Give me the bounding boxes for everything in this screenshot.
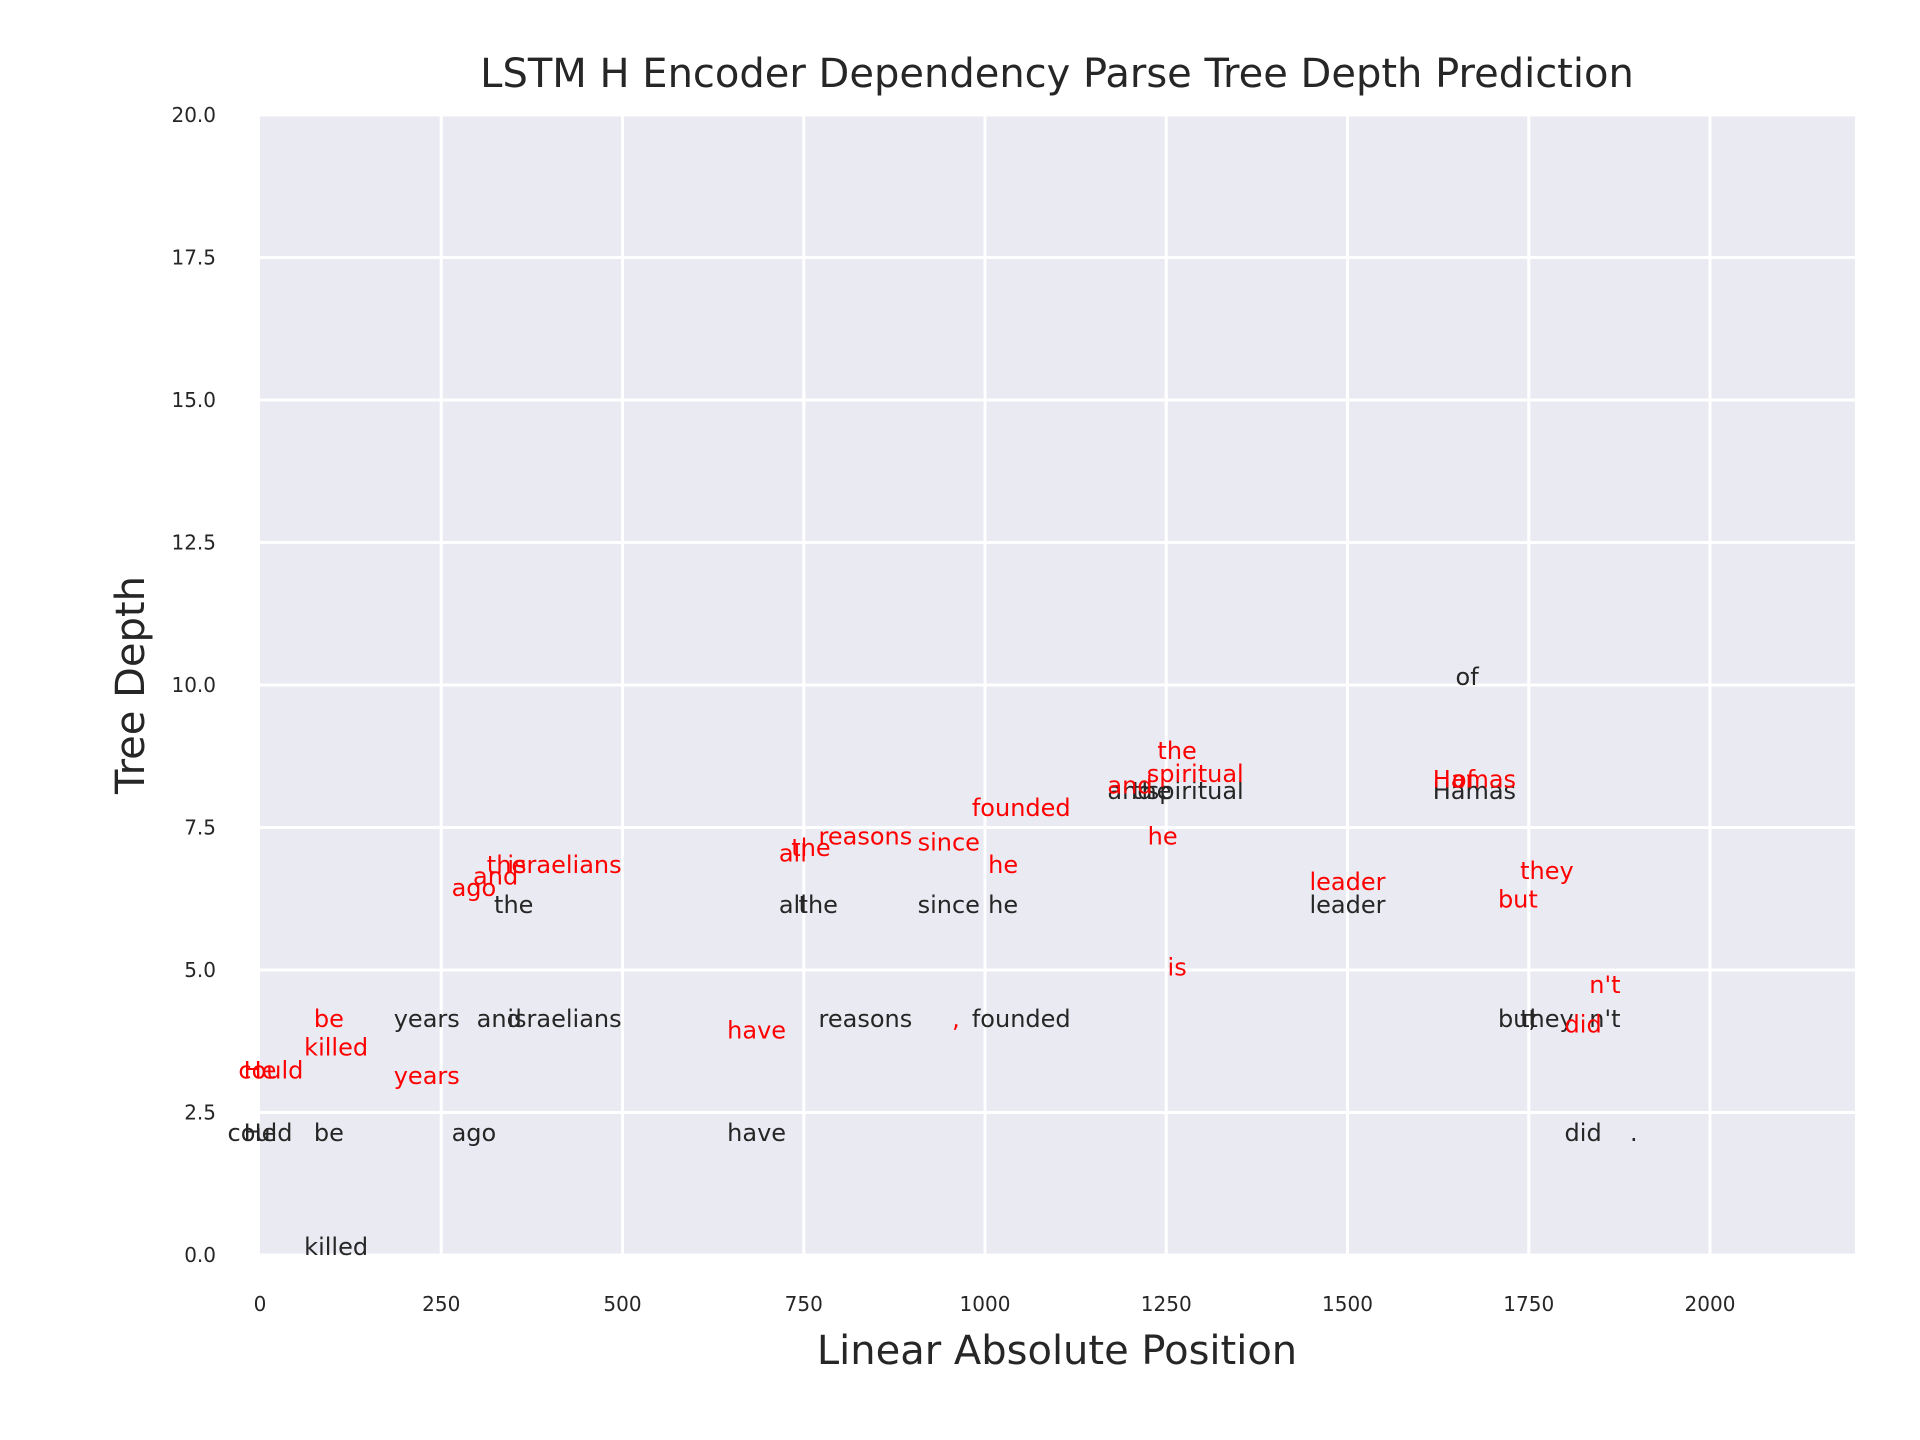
- predicted-depth-word: the: [1157, 737, 1196, 765]
- y-tick-label: 10.0: [171, 673, 216, 697]
- predicted-depth-word: have: [727, 1016, 786, 1044]
- predicted-depth-word: killed: [304, 1034, 368, 1062]
- y-tick-label: 15.0: [171, 388, 216, 412]
- x-tick-label: 250: [422, 1292, 460, 1316]
- gold-depth-word: founded: [972, 1005, 1071, 1033]
- predicted-depth-word: founded: [972, 794, 1071, 822]
- predicted-depth-word: did: [1565, 1011, 1602, 1039]
- predicted-depth-word: since: [918, 828, 980, 856]
- x-tick-labels: 0 250 500 750 1000 1250 1500 1750 2000: [254, 1292, 1736, 1316]
- predicted-depth-word: he: [1148, 823, 1178, 851]
- x-tick-label: 500: [603, 1292, 641, 1316]
- predicted-depth-word: n't: [1589, 971, 1620, 999]
- gold-depth-word: killed: [304, 1233, 368, 1261]
- predicted-depth-word: of: [1452, 766, 1476, 794]
- predicted-depth-word: all: [779, 840, 807, 868]
- gold-depth-word: israelians: [507, 1005, 621, 1033]
- predicted-depth-word: and: [473, 863, 518, 891]
- grid-lines: [260, 113, 1855, 1257]
- x-tick-label: 1750: [1503, 1292, 1554, 1316]
- predicted-depth-word: the: [487, 851, 526, 879]
- gold-depth-word: ago: [452, 1119, 497, 1147]
- predicted-depth-word: he: [988, 851, 1018, 879]
- predicted-depth-word: israelians: [507, 851, 621, 879]
- y-tick-label: 20.0: [171, 103, 216, 127]
- gold-depth-word: but: [1498, 1005, 1538, 1033]
- y-tick-label: 12.5: [171, 531, 216, 555]
- gold-depth-word: have: [727, 1119, 786, 1147]
- predicted-depth-word: they: [1520, 857, 1574, 885]
- gold-depth-word: Hamas: [1433, 777, 1516, 805]
- gold-depth-word: and: [1107, 777, 1152, 805]
- chart-title: LSTM H Encoder Dependency Parse Tree Dep…: [480, 51, 1634, 97]
- predicted-depth-word: but: [1498, 885, 1538, 913]
- y-tick-label: 17.5: [171, 246, 216, 270]
- predicted-depth-word: and: [1107, 771, 1152, 799]
- gold-depth-word: he: [988, 891, 1018, 919]
- x-tick-label: 1250: [1141, 1292, 1192, 1316]
- gold-depth-word: of: [1456, 663, 1480, 691]
- gold-depth-word: He: [244, 1119, 277, 1147]
- predicted-depth-word: ,: [952, 1005, 960, 1033]
- gold-depth-word: be: [314, 1119, 344, 1147]
- gold-depth-word: spiritual: [1147, 777, 1244, 805]
- y-tick-label: 5.0: [184, 958, 216, 982]
- predicted-depth-word: He: [244, 1056, 277, 1084]
- y-tick-label: 2.5: [184, 1101, 216, 1125]
- gold-depth-word: n't: [1589, 1005, 1620, 1033]
- predicted-depth-word: years: [394, 1062, 460, 1090]
- predicted-depth-word: be: [314, 1005, 344, 1033]
- y-tick-labels: 0.0 2.5 5.0 7.5 10.0 12.5 15.0 17.5 20.0: [171, 103, 216, 1267]
- y-axis-label: Tree Depth: [108, 576, 154, 795]
- gold-depth-word: the: [494, 891, 533, 919]
- gold-depth-word: all: [779, 891, 807, 919]
- x-tick-label: 1000: [960, 1292, 1011, 1316]
- gold-depth-word: they: [1520, 1005, 1574, 1033]
- gold-depth-word: years: [394, 1005, 460, 1033]
- gold-depth-word: the: [1132, 777, 1171, 805]
- gold-depth-word: could: [228, 1119, 293, 1147]
- gold-depth-word: ,: [1529, 1005, 1537, 1033]
- gold-depth-word: did: [1565, 1119, 1602, 1147]
- gold-depth-word: leader: [1309, 891, 1385, 919]
- predicted-depth-word: leader: [1309, 868, 1385, 896]
- x-tick-label: 750: [785, 1292, 823, 1316]
- y-tick-label: 0.0: [184, 1243, 216, 1267]
- predicted-depth-word: spiritual: [1147, 760, 1244, 788]
- predicted-depth-word: is: [1168, 954, 1187, 982]
- gold-depth-word: since: [918, 891, 980, 919]
- x-tick-label: 1500: [1322, 1292, 1373, 1316]
- predicted-depth-word: ago: [452, 874, 497, 902]
- y-tick-label: 7.5: [184, 816, 216, 840]
- gold-depth-word: .: [1630, 1119, 1638, 1147]
- predicted-depth-word: could: [238, 1056, 303, 1084]
- gold-depth-word: the: [799, 891, 838, 919]
- x-axis-label: Linear Absolute Position: [817, 1328, 1297, 1374]
- x-tick-label: 2000: [1685, 1292, 1736, 1316]
- gold-depth-word: and: [477, 1005, 522, 1033]
- gold-depth-word: reasons: [819, 1005, 913, 1033]
- predicted-depth-word: reasons: [819, 823, 913, 851]
- predicted-depth-word: Hamas: [1433, 766, 1516, 794]
- predicted-depth-word: the: [791, 834, 830, 862]
- x-tick-label: 0: [254, 1292, 267, 1316]
